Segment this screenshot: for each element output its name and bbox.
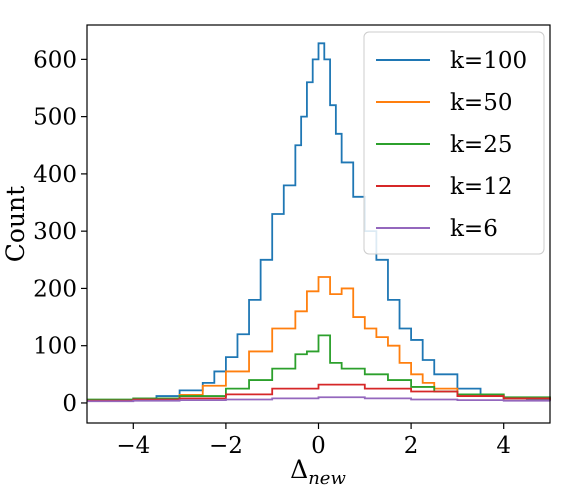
legend: k=100 k=50 k=25 k=12 k=6 [363,31,545,255]
legend-label: k=12 [450,174,512,200]
y-axis-ticks: 0 100 200 300 400 500 600 [33,47,87,417]
legend-box [363,31,545,255]
x-tick-label: 4 [496,433,511,459]
y-tick-label: 200 [33,276,77,302]
y-axis-label: Count [1,186,30,262]
x-axis-label-main: Δ [290,455,308,484]
x-tick-label: 0 [311,433,326,459]
series-layer [87,42,551,403]
x-axis-label-sub: new [308,468,346,489]
legend-label: k=100 [450,48,527,74]
y-tick-label: 0 [62,391,77,417]
y-tick-label: 600 [33,47,77,73]
y-tick-label: 400 [33,162,77,188]
x-tick-label: −4 [116,433,150,459]
y-tick-label: 500 [33,105,77,131]
series-line-k-6 [87,396,551,403]
series-line-k-50 [87,276,551,402]
series-line-k-12 [87,383,551,402]
x-axis-label: Δnew [290,455,346,489]
series-line-k-100 [87,42,551,402]
legend-label: k=25 [450,132,512,158]
y-tick-label: 100 [33,334,77,360]
legend-label: k=6 [450,216,498,242]
legend-label: k=50 [450,90,512,116]
y-tick-label: 300 [33,219,77,245]
x-tick-label: 2 [404,433,419,459]
x-axis-ticks: −4 −2 0 2 4 [116,423,511,459]
x-tick-label: −2 [209,433,243,459]
